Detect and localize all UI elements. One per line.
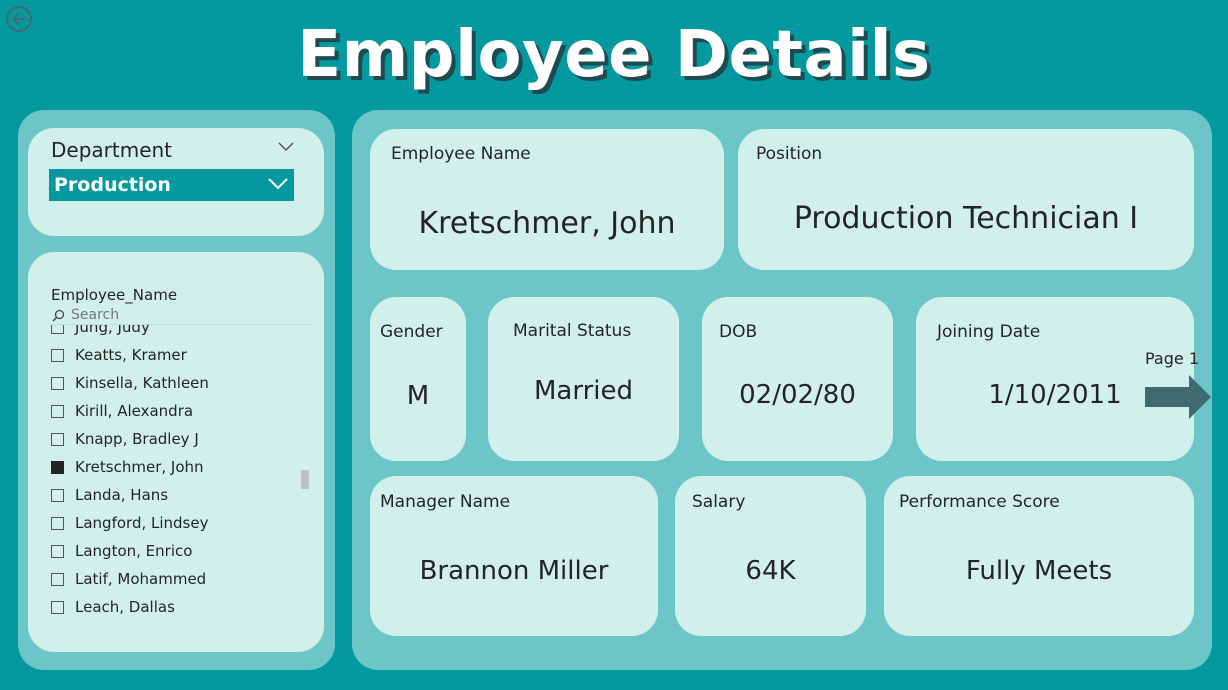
checkbox[interactable] xyxy=(51,460,64,474)
employee-list-item-label: Landa, Hans xyxy=(75,486,169,504)
employee-list-item[interactable]: Jung, Judy xyxy=(28,325,311,341)
salary-card-label: Salary xyxy=(692,492,746,512)
checkbox[interactable] xyxy=(51,600,64,614)
chevron-down-icon[interactable] xyxy=(278,142,294,152)
employee-list-item[interactable]: Keatts, Kramer xyxy=(28,341,311,369)
search-icon xyxy=(52,309,65,322)
employee-list-item-label: Kinsella, Kathleen xyxy=(75,374,209,392)
manager-name-card: Manager Name Brannon Miller xyxy=(370,476,658,636)
employee-list: Jung, Judy Keatts, Kramer Kinsella, Kathle… xyxy=(28,325,324,625)
position-card-value: Production Technician I xyxy=(793,201,1139,236)
employee-list-item-label: Kirill, Alexandra xyxy=(75,402,194,420)
employee-list-item-label: Latif, Mohammed xyxy=(75,570,207,588)
gender-card: Gender M xyxy=(370,297,466,461)
employee-list-item[interactable]: Latif, Mohammed xyxy=(28,565,311,593)
joining-date-card: Joining Date 1/10/2011 xyxy=(916,297,1194,461)
back-button[interactable] xyxy=(6,6,32,32)
salary-card-value: 64K xyxy=(745,556,796,586)
employee-list-item[interactable]: Kirill, Alexandra xyxy=(28,397,311,425)
checkbox[interactable] xyxy=(51,544,64,558)
joining-date-card-value: 1/10/2011 xyxy=(988,380,1122,410)
employee-list-item-label: Knapp, Bradley J xyxy=(75,430,199,448)
employee-list-item-label: Langton, Enrico xyxy=(75,542,193,560)
marital-status-card: Marital Status Married xyxy=(488,297,679,461)
employee-list-item-label: Kretschmer, John xyxy=(75,458,204,476)
search-input[interactable] xyxy=(71,306,301,324)
employee-list-item[interactable]: Kinsella, Kathleen xyxy=(28,369,311,397)
employee-list-item-label: Jung, Judy xyxy=(75,325,150,336)
back-arrow-icon xyxy=(11,12,25,26)
performance-score-card-value: Fully Meets xyxy=(965,556,1113,586)
checkbox[interactable] xyxy=(51,404,64,418)
checkbox[interactable] xyxy=(51,325,64,334)
page-title: Employee Details xyxy=(297,18,931,92)
position-card-label: Position xyxy=(756,144,823,164)
employee-list-item[interactable]: Langford, Lindsey xyxy=(28,509,311,537)
dob-card: DOB 02/02/80 xyxy=(702,297,893,461)
employee-list-item-label: Leach, Dallas xyxy=(75,598,175,616)
employee-list-item[interactable]: Langton, Enrico xyxy=(28,537,311,565)
department-selected-value: Production xyxy=(54,174,171,196)
checkbox[interactable] xyxy=(51,488,64,502)
department-slicer: Department Production xyxy=(28,128,324,236)
employee-name-card-value: Kretschmer, John xyxy=(418,206,676,241)
employee-name-card-label: Employee Name xyxy=(391,144,531,164)
performance-score-card-label: Performance Score xyxy=(899,492,1060,512)
checkbox[interactable] xyxy=(51,376,64,390)
employee-slicer-header: Employee_Name xyxy=(51,286,178,304)
checkbox[interactable] xyxy=(51,516,64,530)
dob-card-label: DOB xyxy=(719,322,758,342)
dob-card-value: 02/02/80 xyxy=(739,380,856,410)
department-slicer-label: Department xyxy=(51,138,173,162)
next-page-button[interactable]: Page 1 xyxy=(1144,348,1214,420)
marital-status-card-label: Marital Status xyxy=(513,321,632,341)
joining-date-card-label: Joining Date xyxy=(937,322,1041,342)
employee-list-item-label: Langford, Lindsey xyxy=(75,514,209,532)
employee-list-item[interactable]: Landa, Hans xyxy=(28,481,311,509)
performance-score-card: Performance Score Fully Meets xyxy=(884,476,1194,636)
marital-status-card-value: Married xyxy=(533,376,633,406)
employee-name-slicer: Employee_Name Jung, Judy Keatts, Kramer Ki… xyxy=(28,252,324,652)
employee-list-item[interactable]: Knapp, Bradley J xyxy=(28,425,311,453)
salary-card: Salary 64K xyxy=(675,476,866,636)
manager-name-card-value: Brannon Miller xyxy=(419,556,609,586)
search-box[interactable] xyxy=(51,306,313,325)
manager-name-card-label: Manager Name xyxy=(380,492,511,512)
right-arrow-icon xyxy=(1145,375,1211,419)
employee-list-item[interactable]: LeBlanc, Brandon R xyxy=(28,621,311,625)
chevron-down-icon xyxy=(268,178,288,190)
next-page-label: Page 1 xyxy=(1145,349,1199,368)
gender-card-label: Gender xyxy=(380,322,443,342)
list-scrollbar[interactable] xyxy=(301,470,309,489)
employee-list-item-label: Keatts, Kramer xyxy=(75,346,187,364)
checkbox[interactable] xyxy=(51,572,64,586)
gender-card-value: M xyxy=(406,381,430,411)
employee-list-item[interactable]: Leach, Dallas xyxy=(28,593,311,621)
checkbox[interactable] xyxy=(51,348,64,362)
employee-list-item[interactable]: Kretschmer, John xyxy=(28,453,311,481)
checkbox[interactable] xyxy=(51,432,64,446)
department-dropdown[interactable]: Production xyxy=(49,169,294,201)
employee-name-card: Employee Name Kretschmer, John xyxy=(370,129,724,270)
position-card: Position Production Technician I xyxy=(738,129,1194,270)
